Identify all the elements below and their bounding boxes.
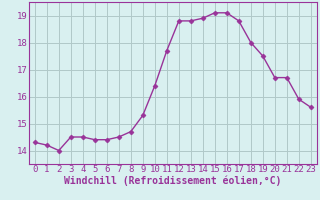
X-axis label: Windchill (Refroidissement éolien,°C): Windchill (Refroidissement éolien,°C) [64,176,282,186]
